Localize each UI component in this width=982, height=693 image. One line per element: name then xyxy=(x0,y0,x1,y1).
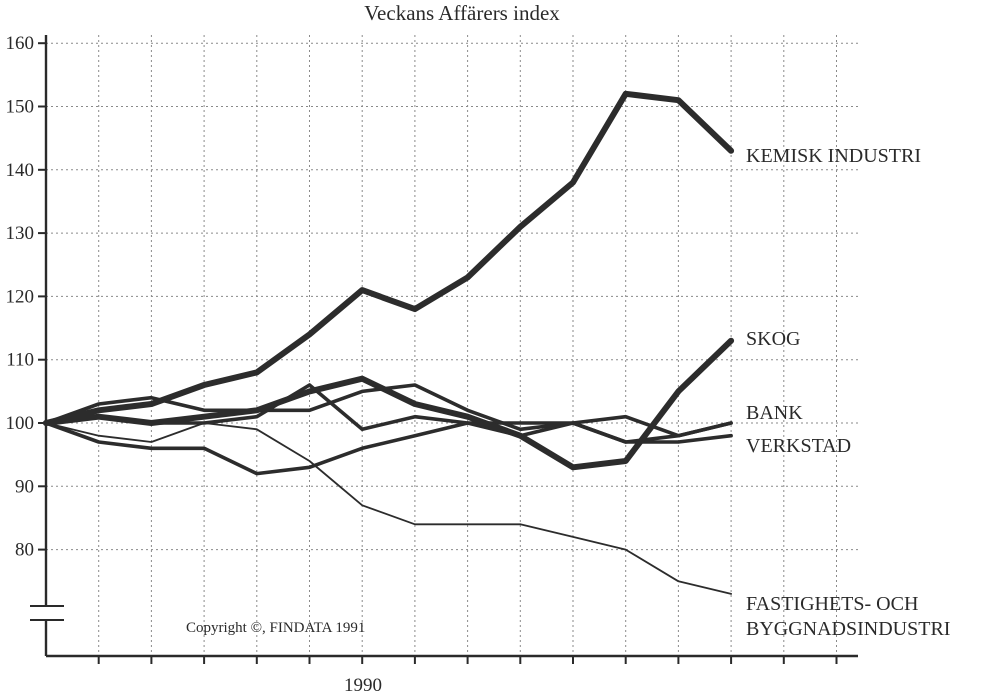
series-label: VERKSTAD xyxy=(746,435,851,457)
series-label: FASTIGHETS- OCH xyxy=(746,593,918,615)
y-tick-label: 120 xyxy=(6,286,35,307)
chart-title: Veckans Affärers index xyxy=(364,1,560,25)
x-axis-label: 1990 xyxy=(344,675,382,693)
series-label: SKOG xyxy=(746,328,800,350)
series-label: BYGGNADSINDUSTRI xyxy=(746,618,950,640)
y-tick-label: 110 xyxy=(6,350,34,371)
y-tick-label: 150 xyxy=(6,97,35,118)
y-tick-label: 80 xyxy=(15,540,34,561)
series-line-fastighets-och xyxy=(45,422,732,595)
series-line-verkstad xyxy=(44,421,733,476)
y-axis-ticks: 80 90 100 110 120 130 140 150 160 xyxy=(6,33,46,561)
y-tick-label: 130 xyxy=(6,223,35,244)
y-tick-label: 140 xyxy=(6,160,35,181)
series-line-kemisk-industri xyxy=(43,90,735,426)
copyright-note: Copyright ©, FINDATA 1991 xyxy=(186,620,365,636)
series-line-skog xyxy=(43,337,735,471)
y-tick-label: 160 xyxy=(6,33,35,54)
series-group xyxy=(43,90,735,595)
y-tick-label: 100 xyxy=(6,413,35,434)
series-labels: KEMISK INDUSTRI SKOG BANK VERKSTAD FASTIGHET… xyxy=(746,145,950,640)
series-label: BANK xyxy=(746,402,803,424)
grid-lines xyxy=(46,35,858,656)
y-tick-label: 90 xyxy=(15,476,34,497)
x-axis-ticks xyxy=(97,656,838,664)
series-label: KEMISK INDUSTRI xyxy=(746,145,921,167)
